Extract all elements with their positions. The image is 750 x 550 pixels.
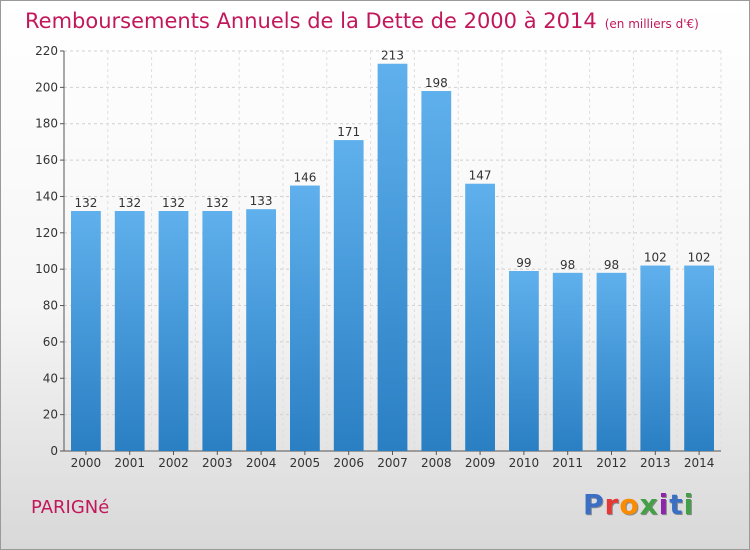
x-tick-label: 2005 [290, 456, 321, 470]
y-tick-label: 180 [35, 117, 58, 131]
data-label: 98 [604, 258, 619, 272]
y-tick-label: 160 [35, 153, 58, 167]
x-tick-label: 2003 [202, 456, 233, 470]
data-label: 132 [162, 196, 185, 210]
bars [71, 63, 714, 452]
proxiti-logo[interactable]: Proxiti [583, 488, 694, 521]
y-tick-label: 100 [35, 262, 58, 276]
bar-2009 [465, 183, 495, 451]
bar-2004 [246, 209, 276, 451]
data-label: 133 [250, 194, 273, 208]
bar-2012 [596, 272, 627, 451]
y-tick-label: 220 [35, 44, 58, 58]
x-tick-label: 2013 [640, 456, 671, 470]
y-tick-label: 60 [43, 335, 58, 349]
data-label: 99 [516, 256, 531, 270]
axes: 0 20 40 60 80 100 120 140 160 180 200 220 2000 2001 20… [35, 44, 721, 470]
data-label: 98 [560, 258, 575, 272]
bar-2013 [640, 265, 671, 451]
bar-2008 [421, 91, 452, 451]
y-tick-label: 20 [43, 408, 58, 422]
chart-subtitle: (en milliers d'€) [604, 17, 699, 31]
data-label: 102 [644, 251, 667, 265]
bar-2000 [71, 211, 101, 451]
y-tick-label: 80 [43, 299, 58, 313]
chart-title-text: Remboursements Annuels de la Dette de 20… [25, 9, 597, 33]
data-label: 132 [118, 196, 141, 210]
x-tick-label: 2014 [684, 456, 715, 470]
data-label: 132 [206, 196, 229, 210]
data-label: 213 [381, 49, 404, 63]
logo-letter: i [683, 488, 695, 521]
bar-2001 [114, 211, 145, 451]
logo-letter: r [604, 488, 620, 521]
bar-2011 [552, 272, 583, 451]
bar-2010 [509, 271, 539, 451]
x-tick-label: 2012 [596, 456, 627, 470]
bar-2002 [158, 211, 189, 451]
x-tick-label: 2008 [421, 456, 452, 470]
bar-2014 [684, 265, 714, 451]
place-name: PARIGNé [31, 497, 110, 518]
x-tick-label: 2011 [552, 456, 583, 470]
data-label: 102 [688, 251, 711, 265]
data-label: 146 [293, 171, 316, 185]
x-tick-label: 2001 [114, 456, 145, 470]
y-tick-label: 0 [50, 444, 58, 458]
logo-letter: o [619, 488, 640, 521]
x-tick-label: 2010 [509, 456, 540, 470]
x-tick-label: 2009 [465, 456, 496, 470]
y-tick-label: 120 [35, 226, 58, 240]
x-tick-label: 2000 [71, 456, 102, 470]
logo-letter: x [639, 488, 659, 521]
data-label: 171 [337, 125, 360, 139]
bar-2007 [377, 63, 408, 452]
data-label: 132 [74, 196, 97, 210]
x-tick-label: 2004 [246, 456, 277, 470]
x-tick-label: 2007 [377, 456, 408, 470]
data-label: 198 [425, 76, 448, 90]
data-label: 147 [469, 169, 492, 183]
bar-2003 [202, 211, 233, 451]
y-tick-label: 200 [35, 80, 58, 94]
bar-2006 [333, 140, 364, 451]
data-labels: 132 132 132 132 133 146 171 213 198 147 99 98 98 102 1… [74, 49, 710, 272]
logo-letter: P [583, 488, 605, 521]
logo-letter: t [669, 488, 684, 521]
logo-letter: i [658, 488, 670, 521]
x-tick-label: 2006 [333, 456, 364, 470]
bar-2005 [290, 185, 320, 451]
chart-title: Remboursements Annuels de la Dette de 20… [25, 9, 699, 33]
y-tick-label: 140 [35, 189, 58, 203]
y-tick-label: 40 [43, 371, 58, 385]
x-tick-label: 2002 [158, 456, 189, 470]
